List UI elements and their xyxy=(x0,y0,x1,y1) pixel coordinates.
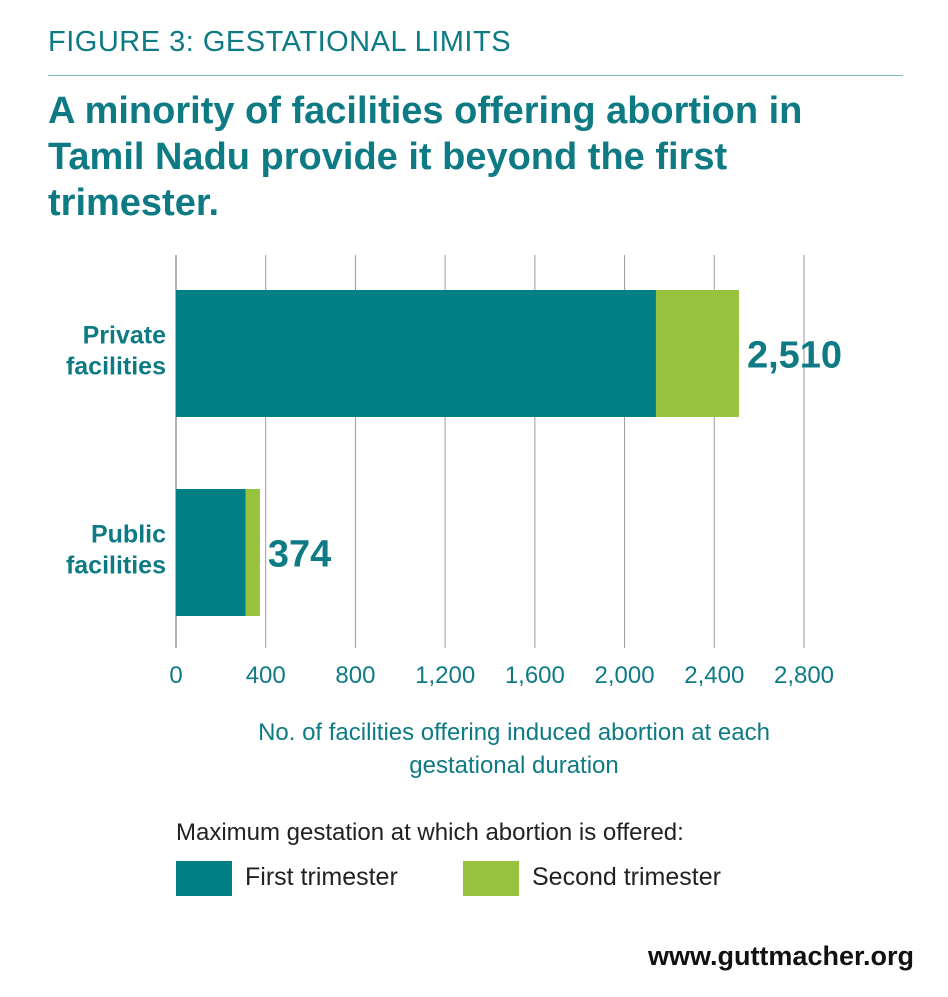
chart-headline: A minority of facilities offering aborti… xyxy=(48,90,803,224)
bar-second-trimester xyxy=(245,489,260,616)
total-label: 2,510 xyxy=(747,335,842,377)
x-tick-label: 400 xyxy=(246,662,286,689)
total-label: 374 xyxy=(268,534,331,576)
x-tick-label: 2,000 xyxy=(595,662,655,689)
legend-label-second-trimester: Second trimester xyxy=(532,863,721,891)
header-divider xyxy=(48,75,903,76)
bar-first-trimester xyxy=(176,489,246,616)
legend-swatch-second-trimester xyxy=(463,861,519,896)
category-label: Private xyxy=(83,322,166,350)
x-tick-label: 0 xyxy=(169,662,182,689)
x-axis-title: No. of facilities offering induced abort… xyxy=(258,719,770,779)
source-url: www.guttmacher.org xyxy=(647,941,914,971)
bar-first-trimester xyxy=(176,290,656,417)
figure-kicker: FIGURE 3: GESTATIONAL LIMITS xyxy=(48,26,512,58)
category-label: Public xyxy=(91,521,166,549)
legend-label-first-trimester: First trimester xyxy=(245,863,398,891)
x-tick-label: 2,400 xyxy=(684,662,744,689)
x-tick-label: 2,800 xyxy=(774,662,834,689)
legend-title: Maximum gestation at which abortion is o… xyxy=(176,819,684,846)
category-label: facilities xyxy=(66,552,166,580)
x-tick-label: 800 xyxy=(335,662,375,689)
bar-chart: 2,510 Private facilities 374 Public facilitie… xyxy=(66,255,842,689)
legend-swatch-first-trimester xyxy=(176,861,232,896)
bar-second-trimester xyxy=(655,290,739,417)
x-tick-label: 1,600 xyxy=(505,662,565,689)
category-label: facilities xyxy=(66,353,166,381)
x-tick-label: 1,200 xyxy=(415,662,475,689)
